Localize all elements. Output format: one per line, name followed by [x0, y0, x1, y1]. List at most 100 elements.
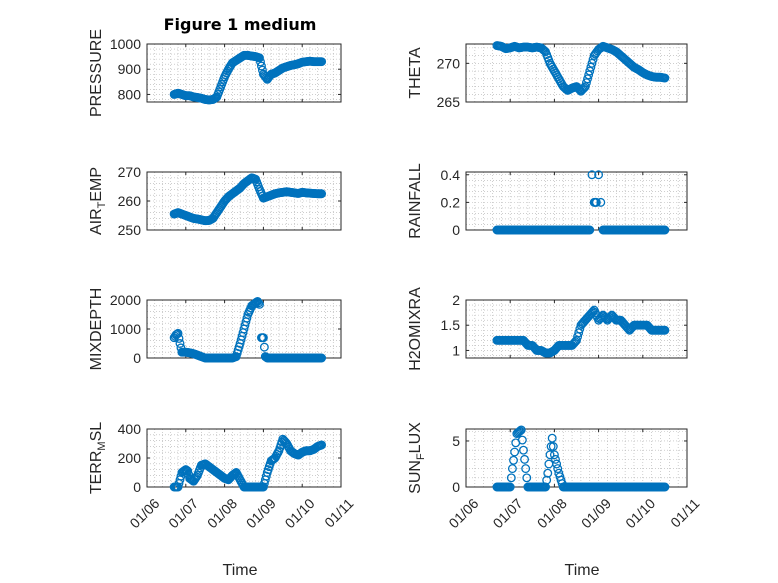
y-tick-label: 2000: [110, 292, 141, 308]
data-point: [254, 298, 263, 308]
data-point: [585, 225, 595, 235]
data-point: [174, 333, 184, 343]
data-point: [505, 482, 515, 492]
data-point: [587, 170, 597, 180]
y-tick-label: 1000: [110, 321, 141, 337]
data-point: [515, 426, 525, 436]
data-point: [586, 62, 596, 72]
y-axis-label-terr_msl: TERRMSL: [88, 422, 108, 494]
data-point: [242, 313, 252, 323]
data-point: [317, 440, 327, 450]
data-point: [258, 333, 268, 343]
y-axis-label-h2omixra: H2OMIXRA: [407, 287, 424, 371]
y-axis-label-pressure: PRESSURE: [88, 29, 105, 117]
data-point: [509, 455, 518, 465]
data-point: [660, 225, 670, 235]
data-point: [175, 339, 185, 348]
data-point: [514, 427, 524, 437]
figure-title: Figure 1 medium: [164, 15, 317, 34]
y-tick-label: 260: [118, 193, 142, 209]
data-point: [579, 83, 589, 93]
data-point: [581, 78, 591, 88]
data-point: [660, 73, 670, 83]
data-point: [317, 353, 327, 363]
data-point: [549, 450, 559, 460]
data-point: [516, 425, 526, 435]
data-point: [660, 325, 670, 335]
data-point: [587, 308, 597, 318]
data-point: [545, 450, 555, 460]
data-point: [596, 197, 606, 207]
data-point: [255, 53, 264, 63]
y-tick-label: 250: [118, 222, 142, 238]
y-tick-label: 200: [118, 450, 142, 466]
data-point: [506, 473, 516, 483]
data-point: [585, 66, 595, 76]
y-tick-label: 5: [452, 433, 460, 449]
x-axis-label-right: Time: [565, 562, 600, 579]
subplot-air_temp: 250 260 270 AIRTEMP: [88, 164, 342, 238]
data-point: [587, 58, 597, 68]
x-axis-label-left: Time: [223, 562, 258, 579]
y-tick-label: 270: [437, 55, 461, 71]
subplot-theta: 265 270 THETA: [407, 41, 688, 110]
y-tick-label: 1000: [110, 36, 141, 52]
data-point: [660, 482, 670, 492]
data-point: [257, 61, 266, 71]
data-point: [547, 433, 557, 443]
y-axis-label-air_temp: AIRTEMP: [88, 167, 108, 235]
y-tick-label: 0.2: [441, 194, 461, 210]
data-point: [552, 459, 562, 469]
y-tick-label: 400: [118, 421, 142, 437]
subplot-pressure: 800 900 1000 PRESSURE: [88, 29, 342, 117]
y-tick-label: 0: [452, 479, 460, 495]
axes-box: [465, 299, 688, 359]
subplot-h2omixra: 1 1.5 2 H2OMIXRA: [407, 287, 688, 371]
subplot-rainfall: 0 0.2 0.4 RAINFALL: [407, 163, 688, 239]
data-point: [519, 445, 528, 455]
y-tick-label: 0: [452, 222, 460, 238]
data-point: [570, 337, 580, 347]
data-point: [173, 328, 183, 338]
y-axis-label-mixdepth: MIXDEPTH: [88, 288, 105, 371]
data-point: [543, 468, 553, 478]
y-tick-label: 0: [133, 350, 141, 366]
data-point: [553, 464, 563, 474]
y-tick-label: 0: [133, 479, 141, 495]
subplot-mixdepth: 0 1000 2000 MIXDEPTH: [88, 288, 342, 371]
data-point: [584, 70, 594, 80]
data-point: [548, 442, 558, 451]
y-tick-label: 800: [118, 86, 142, 102]
y-tick-label: 2: [452, 292, 460, 308]
data-point: [521, 464, 531, 474]
data-point: [517, 435, 527, 445]
data-point: [522, 473, 532, 483]
data-point: [583, 74, 592, 84]
data-point: [256, 57, 265, 67]
data-point: [594, 170, 604, 180]
y-tick-label: 1: [452, 342, 460, 358]
data-point: [255, 299, 264, 309]
y-axis-label-rainfall: RAINFALL: [407, 163, 424, 239]
data-point: [259, 342, 269, 352]
axes-box: [146, 43, 342, 103]
y-tick-label: 270: [118, 164, 142, 180]
y-axis-label-theta: THETA: [407, 47, 424, 99]
data-point: [551, 454, 560, 464]
data-point: [507, 464, 517, 474]
data-point: [510, 447, 520, 457]
y-tick-label: 1.5: [441, 317, 461, 333]
data-point: [591, 197, 601, 207]
axes-box: [465, 43, 688, 103]
y-tick-label: 265: [437, 94, 461, 110]
y-axis-label-sun_flux: SUNFLUX: [407, 422, 427, 494]
data-point: [317, 57, 327, 67]
y-tick-label: 0.4: [441, 167, 461, 183]
data-point: [520, 454, 530, 464]
data-point: [580, 82, 590, 91]
y-tick-label: 900: [118, 61, 142, 77]
data-point: [588, 55, 598, 64]
data-point: [317, 189, 327, 199]
